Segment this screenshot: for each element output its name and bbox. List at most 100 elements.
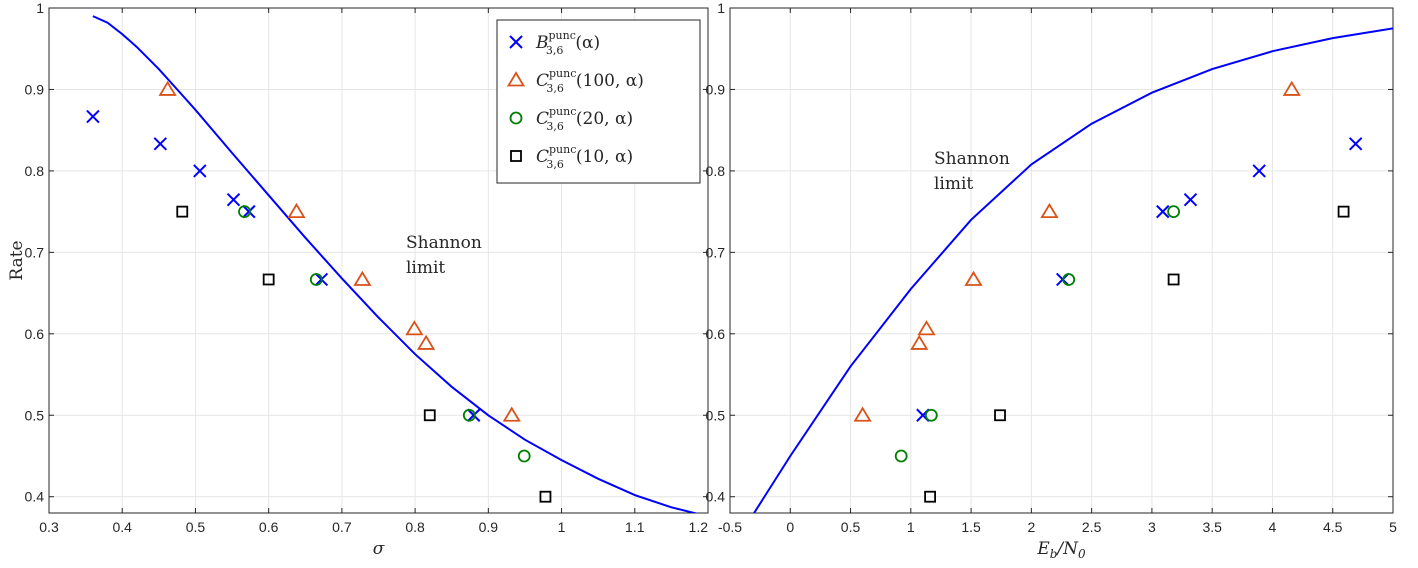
- legend-box: [496, 19, 701, 184]
- left-shannon-label-line1: Shannon: [406, 233, 482, 253]
- right-point-circle-1: [924, 408, 938, 422]
- left-point-x-3-stroke-b: [226, 192, 241, 207]
- right-point-x-2: [1156, 204, 1170, 219]
- left-xtick-label-6: 0.9: [479, 519, 499, 535]
- left-series-x: [86, 109, 481, 422]
- right-xtick-label-11: 5: [1389, 519, 1397, 535]
- left-point-triangle-4: [417, 334, 436, 350]
- right-xtick-label-6: 2.5: [1082, 519, 1102, 535]
- left-axes-box: [48, 7, 709, 514]
- right-ytick-label-4: 0.8: [706, 163, 726, 179]
- left-point-triangle-1: [287, 202, 306, 219]
- left-xtick-label-2: 0.5: [186, 519, 206, 535]
- right-ticks: -0.5 0 0.5 1 1.5 2 2.5 3 3.5 4 4.5 5 0.4 0.5 0.6 0.7 0.8…: [706, 0, 1398, 535]
- right-axes-box: [729, 7, 1394, 514]
- right-point-circle-0: [894, 449, 908, 463]
- right-xlabel: Eb/N0: [1036, 539, 1086, 561]
- right-point-triangle-2: [917, 320, 936, 336]
- right-shannon-curve: [753, 27, 1393, 513]
- legend-entry-1: Cpunc 3,6 (100, α): [536, 67, 644, 95]
- right-xtick-label-8: 3.5: [1202, 519, 1222, 535]
- right-series-triangle: [853, 80, 1301, 422]
- left-point-triangle-3: [405, 320, 424, 336]
- left-point-x-6: [466, 408, 481, 422]
- right-point-triangle-4: [1040, 202, 1059, 219]
- left-xtick-label-0: 0.3: [39, 519, 59, 535]
- left-point-x-6-stroke-b: [466, 408, 481, 422]
- left-point-x-1-stroke-b: [153, 137, 168, 151]
- left-ticks: 0.3 0.4 0.5 0.6 0.7 0.8 0.9 1 1.1 1.2 0.4 0.5 0.6 0.7…: [25, 0, 709, 535]
- right-xtick-label-9: 4: [1269, 519, 1277, 535]
- right-shannon-label-line2: limit: [934, 174, 973, 194]
- right-point-x-3-stroke-b: [1183, 192, 1198, 207]
- right-ytick-label-6: 1: [717, 0, 725, 16]
- right-point-triangle-3: [964, 270, 983, 286]
- left-ytick-label-2: 0.6: [25, 326, 45, 342]
- left-series-triangle: [158, 80, 521, 422]
- right-xtick-label-10: 4.5: [1323, 519, 1343, 535]
- left-point-x-3: [226, 192, 241, 207]
- left-ytick-label-5: 0.9: [25, 81, 45, 97]
- left-point-circle-0: [238, 205, 251, 219]
- left-point-x-2: [193, 164, 207, 178]
- right-series-circle: [894, 205, 1181, 463]
- right-series-x: [916, 137, 1363, 422]
- right-point-x-5-stroke-b: [1348, 137, 1363, 151]
- left-point-x-1: [153, 137, 168, 151]
- left-xtick-label-8: 1.1: [625, 519, 645, 535]
- right-point-x-4: [1252, 164, 1266, 178]
- left-shannon-label-line2: limit: [406, 258, 445, 278]
- legend-marker-0-stroke-b: [509, 35, 523, 49]
- left-ytick-label-1: 0.5: [25, 407, 45, 423]
- right-point-triangle-1: [910, 334, 929, 350]
- left-xtick-label-4: 0.7: [332, 519, 352, 535]
- legend-entry-3: Cpunc 3,6 (10, α): [536, 143, 633, 171]
- right-point-circle-3: [1167, 205, 1181, 219]
- left-xtick-label-7: 1: [558, 519, 566, 535]
- legend: Bpunc 3,6 (α) Cpunc 3,6 (100, α) Cpunc 3,6 (20, …: [496, 19, 701, 184]
- legend-entry-2: Cpunc 3,6 (20, α): [536, 105, 633, 133]
- legend-marker-2: [509, 111, 523, 125]
- right-ytick-label-5: 0.9: [706, 81, 726, 97]
- left-point-circle-3: [517, 449, 531, 463]
- left-xlabel: σ: [373, 539, 385, 559]
- right-xtick-label-4: 1.5: [961, 519, 981, 535]
- right-xtick-label-1: 0: [786, 519, 794, 535]
- right-xtick-label-5: 2: [1027, 519, 1035, 535]
- right-shannon-label-line1: Shannon: [934, 149, 1010, 169]
- left-point-x-0-stroke-b: [86, 109, 100, 124]
- right-point-square-0: [924, 490, 937, 503]
- right-xtick-label-3: 1: [907, 519, 915, 535]
- legend-marker-1: [506, 71, 526, 87]
- left-series-square: [176, 205, 552, 503]
- left-point-triangle-0: [158, 80, 177, 96]
- right-point-square-2: [1167, 273, 1180, 286]
- right-series-square: [924, 205, 1350, 503]
- left-point-x-4-stroke-b: [242, 204, 256, 219]
- right-ytick-label-3: 0.7: [706, 244, 726, 260]
- right-xtick-label-2: 0.5: [841, 519, 861, 535]
- left-point-square-2: [423, 409, 436, 422]
- right-point-x-4-stroke-b: [1252, 164, 1266, 178]
- left-series-circle: [238, 205, 531, 463]
- right-xtick-label-7: 3: [1148, 519, 1156, 535]
- right-point-x-2-stroke-b: [1156, 204, 1170, 219]
- legend-marker-0: [509, 35, 523, 49]
- right-xtick-label-0: -0.5: [718, 519, 742, 535]
- left-point-square-0: [176, 205, 189, 218]
- left-point-x-4: [242, 204, 256, 219]
- left-xtick-label-5: 0.8: [405, 519, 425, 535]
- left-ylabel: Rate: [7, 240, 27, 280]
- left-plot: 0.3 0.4 0.5 0.6 0.7 0.8 0.9 1 1.1 1.2 0.4 0.5 0.6 0.7…: [7, 0, 709, 559]
- left-ytick-label-6: 1: [36, 0, 44, 16]
- right-point-x-5: [1348, 137, 1363, 151]
- right-ytick-label-1: 0.5: [706, 407, 726, 423]
- right-point-triangle-0: [853, 406, 872, 422]
- left-point-triangle-2: [353, 270, 372, 286]
- legend-marker-3: [510, 150, 522, 162]
- right-point-x-3: [1183, 192, 1198, 207]
- left-xtick-label-1: 0.4: [112, 519, 132, 535]
- right-point-square-1: [994, 409, 1006, 422]
- right-ytick-label-0: 0.4: [706, 489, 726, 505]
